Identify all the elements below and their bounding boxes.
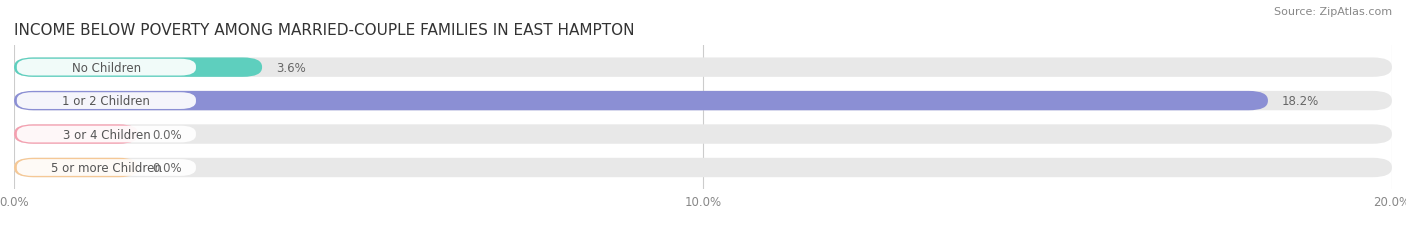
FancyBboxPatch shape: [17, 60, 195, 76]
Text: No Children: No Children: [72, 61, 141, 74]
FancyBboxPatch shape: [17, 93, 195, 109]
FancyBboxPatch shape: [14, 58, 1392, 78]
FancyBboxPatch shape: [14, 125, 138, 144]
Text: 3 or 4 Children: 3 or 4 Children: [62, 128, 150, 141]
FancyBboxPatch shape: [14, 125, 1392, 144]
FancyBboxPatch shape: [17, 126, 195, 143]
FancyBboxPatch shape: [14, 158, 1392, 177]
Text: INCOME BELOW POVERTY AMONG MARRIED-COUPLE FAMILIES IN EAST HAMPTON: INCOME BELOW POVERTY AMONG MARRIED-COUPL…: [14, 23, 634, 38]
FancyBboxPatch shape: [14, 91, 1268, 111]
Text: 18.2%: 18.2%: [1282, 95, 1319, 108]
Text: 1 or 2 Children: 1 or 2 Children: [62, 95, 150, 108]
FancyBboxPatch shape: [14, 158, 138, 177]
FancyBboxPatch shape: [14, 91, 1392, 111]
Text: 3.6%: 3.6%: [276, 61, 305, 74]
Text: 0.0%: 0.0%: [152, 128, 181, 141]
Text: 5 or more Children: 5 or more Children: [51, 161, 162, 174]
FancyBboxPatch shape: [17, 159, 195, 176]
Text: Source: ZipAtlas.com: Source: ZipAtlas.com: [1274, 7, 1392, 17]
FancyBboxPatch shape: [14, 58, 262, 78]
Text: 0.0%: 0.0%: [152, 161, 181, 174]
